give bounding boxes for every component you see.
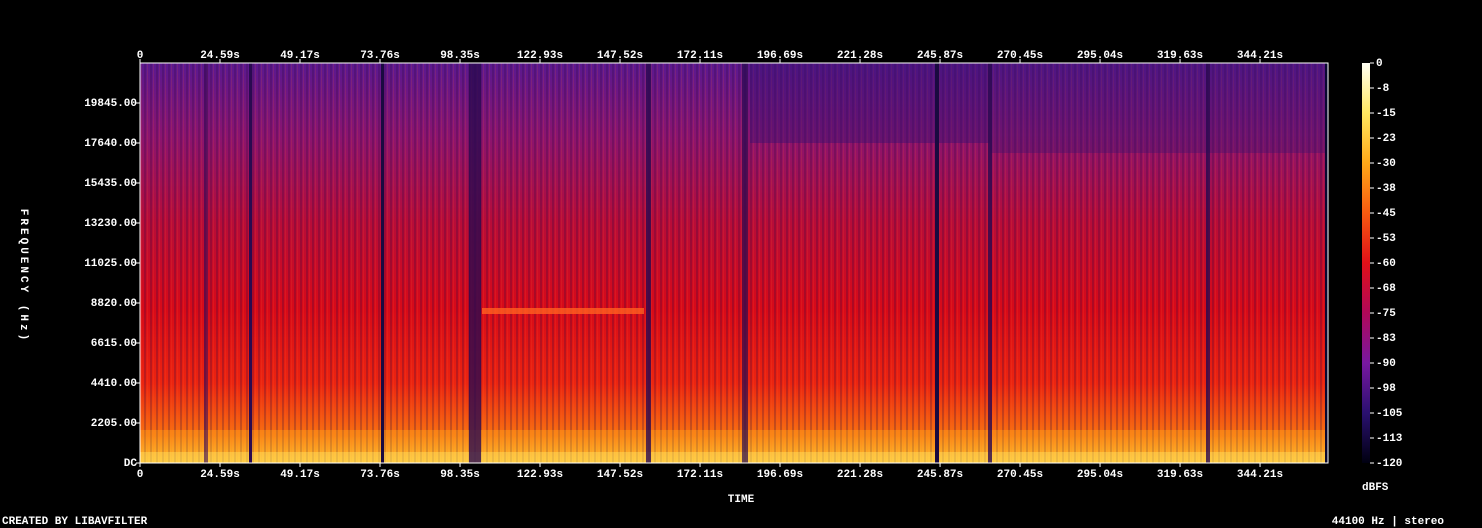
x-tick-label-top: 221.28s (837, 50, 883, 62)
x-tick-label: 0 (137, 469, 144, 481)
x-tick-label: 196.69s (757, 469, 803, 481)
y-tick-label: 2205.00 (91, 418, 137, 430)
gap (935, 63, 939, 463)
spectrogram-texture (140, 63, 1328, 463)
y-tick-label: DC (124, 458, 138, 470)
y-tick-label: 15435.00 (84, 178, 137, 190)
quiet-region (750, 63, 990, 143)
x-tick-label: 172.11s (677, 469, 723, 481)
x-tick-label-top: 270.45s (997, 50, 1043, 62)
y-tick-label: 11025.00 (84, 258, 137, 270)
x-tick-label-top: 147.52s (597, 50, 643, 62)
quiet-region (990, 63, 1328, 153)
gap (469, 63, 481, 463)
x-tick-label-top: 73.76s (360, 50, 400, 62)
x-tick-label-top: 122.93s (517, 50, 563, 62)
y-tick-label: 6615.00 (91, 338, 137, 350)
gap (381, 63, 384, 463)
x-tick-label: 98.35s (440, 469, 480, 481)
colorbar-tick-label: -75 (1376, 308, 1396, 320)
gap (646, 63, 651, 463)
gap (1206, 63, 1210, 463)
gap (1325, 63, 1328, 463)
x-tick-label-top: 172.11s (677, 50, 723, 62)
y-tick-label: 19845.00 (84, 98, 137, 110)
x-tick-label-top: 196.69s (757, 50, 803, 62)
colorbar-tick-label: -90 (1376, 358, 1396, 370)
y-tick-label: 17640.00 (84, 138, 137, 150)
colorbar-tick-label: -120 (1376, 458, 1402, 470)
x-axis-label: TIME (728, 494, 755, 506)
colorbar-label: dBFS (1362, 482, 1389, 494)
x-tick-label-top: 295.04s (1077, 50, 1123, 62)
footer-left: CREATED BY LIBAVFILTER (2, 516, 148, 528)
y-tick-label: 8820.00 (91, 298, 137, 310)
colorbar-tick-label: -53 (1376, 233, 1396, 245)
footer-right: 44100 Hz | stereo (1332, 516, 1445, 528)
colorbar-tick-label: 0 (1376, 58, 1383, 70)
x-tick-label-top: 245.87s (917, 50, 963, 62)
x-tick-label-top: 0 (137, 50, 144, 62)
x-tick-label: 147.52s (597, 469, 643, 481)
x-tick-label-top: 24.59s (200, 50, 240, 62)
x-tick-label-top: 344.21s (1237, 50, 1283, 62)
x-tick-label: 270.45s (997, 469, 1043, 481)
colorbar (1362, 63, 1370, 463)
colorbar-tick-label: -45 (1376, 208, 1396, 220)
x-tick-label: 221.28s (837, 469, 883, 481)
x-tick-label: 344.21s (1237, 469, 1283, 481)
colorbar-tick-label: -30 (1376, 158, 1396, 170)
x-tick-label-top: 49.17s (280, 50, 320, 62)
gap (204, 63, 208, 463)
colorbar-tick-label: -113 (1376, 433, 1403, 445)
colorbar-tick-label: -60 (1376, 258, 1396, 270)
colorbar-tick-label: -15 (1376, 108, 1396, 120)
spectrogram (140, 63, 1328, 463)
gap (249, 63, 252, 463)
low-band (140, 430, 1328, 463)
x-tick-label: 49.17s (280, 469, 320, 481)
x-tick-label-top: 319.63s (1157, 50, 1203, 62)
y-axis-label: FREQUENCY (Hz) (17, 209, 29, 343)
colorbar-tick-label: -105 (1376, 408, 1403, 420)
x-tick-label-top: 98.35s (440, 50, 480, 62)
y-tick-label: 4410.00 (91, 378, 137, 390)
gap (742, 63, 748, 463)
x-tick-label: 24.59s (200, 469, 240, 481)
colorbar-tick-label: -23 (1376, 133, 1396, 145)
colorbar-tick-label: -38 (1376, 183, 1396, 195)
colorbar-tick-label: -98 (1376, 383, 1396, 395)
x-tick-label: 295.04s (1077, 469, 1123, 481)
gap (988, 63, 992, 463)
x-tick-label: 73.76s (360, 469, 400, 481)
x-tick-label: 245.87s (917, 469, 963, 481)
x-tick-label: 319.63s (1157, 469, 1203, 481)
colorbar-tick-label: -68 (1376, 283, 1396, 295)
tone-band (482, 308, 644, 314)
y-tick-label: 13230.00 (84, 218, 137, 230)
x-tick-label: 122.93s (517, 469, 563, 481)
low-band (140, 452, 1328, 463)
colorbar-tick-label: -8 (1376, 83, 1390, 95)
colorbar-tick-label: -83 (1376, 333, 1396, 345)
